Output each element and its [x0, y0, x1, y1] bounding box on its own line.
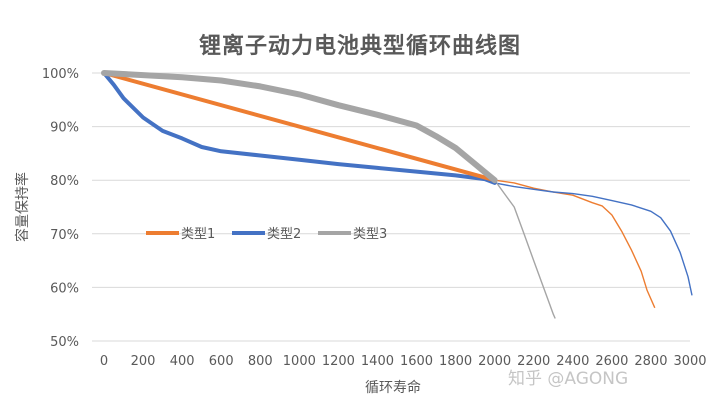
x-tick-label: 3000	[673, 354, 706, 369]
series-3-tail-line	[494, 179, 556, 319]
series-1-tail-line	[494, 179, 656, 309]
x-axis-label: 循环寿命	[365, 379, 421, 396]
watermark: 知乎 @AGONG	[508, 369, 629, 389]
x-tick-label: 2400	[556, 354, 589, 369]
y-tick-label: 50%	[50, 335, 79, 350]
x-tick-label: 400	[170, 354, 195, 369]
x-tick-label: 2600	[595, 354, 628, 369]
chart-title: 锂离子动力电池典型循环曲线图	[198, 34, 521, 59]
x-tick-label: 600	[209, 354, 234, 369]
x-tick-label: 800	[248, 354, 273, 369]
x-tick-label: 1000	[283, 354, 316, 369]
series-2-tail-line	[494, 182, 693, 296]
y-tick-label: 90%	[50, 121, 79, 136]
x-tick-label: 200	[131, 354, 156, 369]
y-axis-ticks: 50% 60% 70% 80% 90% 100%	[42, 67, 79, 350]
x-tick-label: 1600	[400, 354, 433, 369]
legend-label: 类型1	[181, 227, 215, 242]
y-axis-label: 容量保持率	[14, 172, 31, 242]
series-2-line	[102, 71, 497, 185]
legend: 类型1 类型2 类型3	[146, 227, 387, 242]
x-tick-label: 1400	[361, 354, 394, 369]
x-tick-label: 2200	[517, 354, 550, 369]
x-tick-label: 1200	[322, 354, 355, 369]
x-axis-ticks: 0 200 400 600 800 1000 1200 1400 1600 1800 2000 220…	[100, 354, 707, 369]
y-tick-label: 60%	[50, 281, 79, 296]
x-tick-label: 2000	[478, 354, 511, 369]
legend-label: 类型3	[353, 227, 387, 242]
y-tick-label: 70%	[50, 228, 79, 243]
series-1-line	[102, 71, 497, 183]
y-tick-label: 80%	[50, 174, 79, 189]
legend-label: 类型2	[267, 227, 301, 242]
x-tick-label: 1800	[439, 354, 472, 369]
series-lines	[101, 70, 693, 319]
y-tick-label: 100%	[42, 67, 79, 82]
grid-lines	[92, 72, 690, 342]
x-tick-label: 2800	[634, 354, 667, 369]
series-3-line	[101, 70, 498, 184]
x-tick-label: 0	[100, 354, 108, 369]
